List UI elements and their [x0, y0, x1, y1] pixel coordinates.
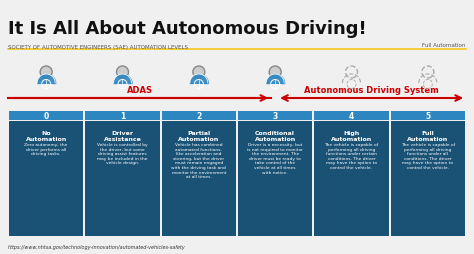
Text: 5: 5	[425, 112, 430, 121]
FancyBboxPatch shape	[238, 112, 312, 121]
Text: 0: 0	[44, 112, 49, 121]
FancyBboxPatch shape	[391, 121, 465, 236]
Text: Zero autonomy; the
driver performs all
driving tasks.: Zero autonomy; the driver performs all d…	[25, 142, 68, 156]
Circle shape	[40, 67, 52, 79]
Text: 2: 2	[196, 112, 201, 121]
Text: Conditional
Automation: Conditional Automation	[255, 131, 296, 141]
Text: Vehicle is controlled by
the driver, but some
driving assist features
may be inc: Vehicle is controlled by the driver, but…	[97, 142, 148, 165]
Text: 3: 3	[273, 112, 278, 121]
FancyBboxPatch shape	[238, 121, 312, 236]
FancyBboxPatch shape	[9, 121, 83, 236]
Text: 1: 1	[120, 112, 125, 121]
FancyBboxPatch shape	[85, 112, 160, 121]
FancyBboxPatch shape	[85, 121, 160, 236]
Text: It Is All About Autonomous Driving!: It Is All About Autonomous Driving!	[8, 20, 366, 38]
FancyBboxPatch shape	[162, 112, 236, 121]
FancyBboxPatch shape	[314, 112, 389, 121]
Text: The vehicle is capable of
performing all driving
functions under all
conditions.: The vehicle is capable of performing all…	[401, 142, 455, 169]
Text: Full
Automation: Full Automation	[407, 131, 448, 141]
Text: Partial
Automation: Partial Automation	[178, 131, 219, 141]
Text: Vehicle has combined
automated functions,
like acceleration and
steering, but th: Vehicle has combined automated functions…	[172, 142, 226, 179]
Text: The vehicle is capable of
performing all driving
functions under certain
conditi: The vehicle is capable of performing all…	[324, 142, 379, 169]
Text: Driver is a necessity, but
is not required to monitor
the environment. The
drive: Driver is a necessity, but is not requir…	[247, 142, 303, 174]
Text: Driver
Assistance: Driver Assistance	[103, 131, 141, 141]
FancyBboxPatch shape	[9, 112, 83, 121]
Text: 4: 4	[349, 112, 354, 121]
Text: SOCIETY OF AUTOMOTIVE ENGINEERS (SAE) AUTOMATION LEVELS: SOCIETY OF AUTOMOTIVE ENGINEERS (SAE) AU…	[8, 45, 188, 50]
Circle shape	[117, 67, 128, 79]
Text: High
Automation: High Automation	[331, 131, 372, 141]
Text: No
Automation: No Automation	[26, 131, 67, 141]
Circle shape	[269, 67, 281, 79]
Text: https://www.nhtsa.gov/technology-innovation/automated-vehicles-safety: https://www.nhtsa.gov/technology-innovat…	[8, 244, 186, 249]
FancyBboxPatch shape	[314, 121, 389, 236]
Text: Full Automation: Full Automation	[422, 43, 465, 48]
FancyBboxPatch shape	[162, 121, 236, 236]
Circle shape	[193, 67, 205, 79]
Text: ADAS: ADAS	[127, 86, 153, 95]
Text: Autonomous Driving System: Autonomous Driving System	[304, 86, 439, 95]
FancyBboxPatch shape	[391, 112, 465, 121]
